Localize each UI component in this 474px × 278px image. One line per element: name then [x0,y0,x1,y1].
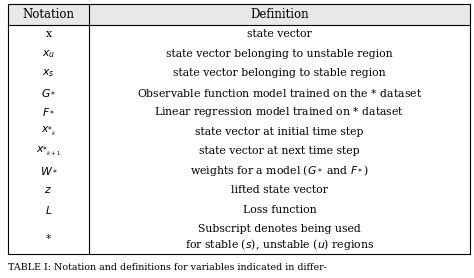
Text: weights for a model ($G_*$ and $F_*$): weights for a model ($G_*$ and $F_*$) [190,163,369,178]
Text: state vector at initial time step: state vector at initial time step [195,127,364,137]
Text: state vector at next time step: state vector at next time step [199,146,360,156]
Text: $*$: $*$ [45,232,52,242]
Text: Observable function model trained on the $*$ dataset: Observable function model trained on the… [137,87,422,99]
Text: $F_*$: $F_*$ [42,107,55,118]
Text: $x_u$: $x_u$ [42,48,55,60]
Text: Linear regression model trained on $*$ dataset: Linear regression model trained on $*$ d… [155,105,404,119]
Bar [8,4,470,25]
Text: Subscript denotes being used: Subscript denotes being used [198,224,361,234]
Text: $z$: $z$ [45,185,53,195]
Text: Notation: Notation [22,8,74,21]
Text: state vector: state vector [247,29,312,39]
Text: $L$: $L$ [45,204,52,216]
Text: $x_{*_{k+1}}$: $x_{*_{k+1}}$ [36,145,61,158]
Text: state vector belonging to stable region: state vector belonging to stable region [173,68,386,78]
Text: Loss function: Loss function [243,205,316,215]
Text: $G_*$: $G_*$ [41,88,56,98]
Text: TABLE I: Notation and definitions for variables indicated in differ-: TABLE I: Notation and definitions for va… [8,262,327,272]
Text: $x_{*_k}$: $x_{*_k}$ [40,125,56,138]
Text: state vector belonging to unstable region: state vector belonging to unstable regio… [166,49,393,59]
Text: x: x [46,29,52,39]
Text: $x_s$: $x_s$ [42,68,55,79]
Text: for stable ($s$), unstable ($u$) regions: for stable ($s$), unstable ($u$) regions [185,237,374,252]
Text: Definition: Definition [250,8,309,21]
Text: lifted state vector: lifted state vector [231,185,328,195]
Text: $W_*$: $W_*$ [39,166,57,176]
